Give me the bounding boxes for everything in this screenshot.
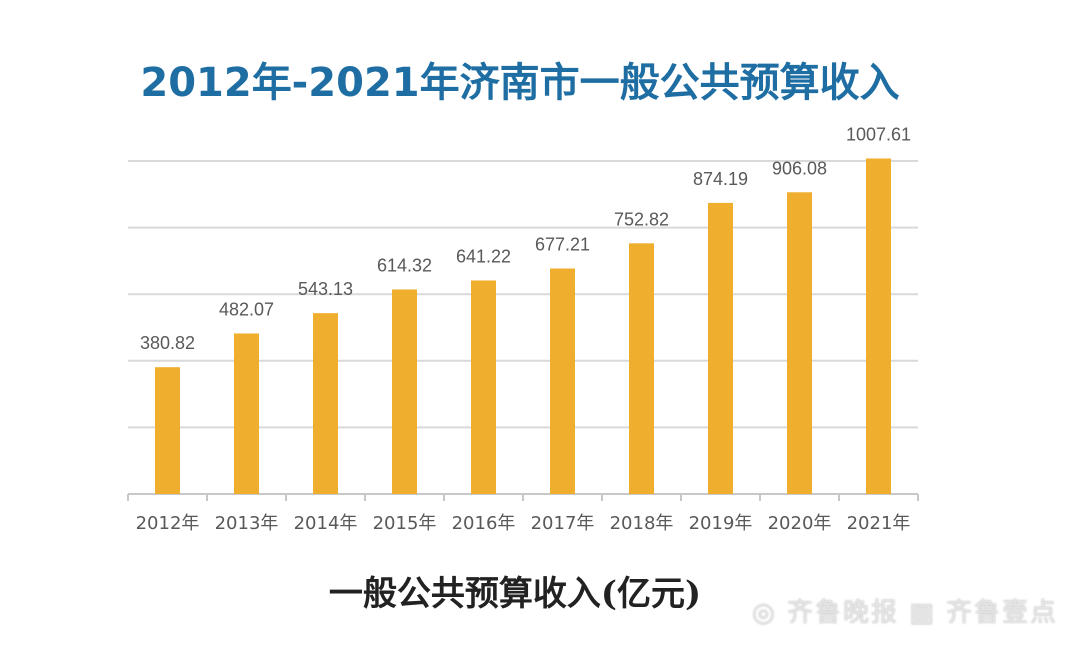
x-tick-label: 2013年 [215,513,279,534]
data-label: 380.82 [140,333,195,353]
bar [708,202,733,495]
x-tick-label: 2019年 [689,513,753,534]
bar [313,313,338,494]
bar [787,192,812,494]
bar [629,243,654,494]
data-label: 482.07 [219,299,274,319]
bar [550,268,575,494]
data-label: 677.21 [535,234,590,254]
bar [392,289,417,494]
bar [471,280,496,494]
data-label: 641.22 [456,246,511,266]
chart-title: 2012年-2021年济南市一般公共预算收入 [140,60,900,106]
x-tick-label: 2017年 [531,513,595,534]
data-label: 752.82 [614,209,669,229]
data-label: 543.13 [298,279,353,299]
x-tick-label: 2014年 [294,513,358,534]
x-tick-label: 2015年 [373,513,437,534]
bar [234,333,259,494]
x-tick-label: 2018年 [610,513,674,534]
data-label: 1007.61 [846,124,911,144]
bar [866,158,891,494]
data-label: 874.19 [693,169,748,189]
x-tick-label: 2016年 [452,513,516,534]
data-label: 614.32 [377,255,432,275]
x-tick-label: 2012年 [136,513,200,534]
watermark-logo: ◎ 齐鲁晚报 ▣ 齐鲁壹点 [752,598,1059,628]
x-tick-label: 2021年 [847,513,911,534]
data-label: 906.08 [772,158,827,178]
chart-subtitle: 一般公共预算收入(亿元) [328,574,702,614]
x-tick-label: 2020年 [768,513,832,534]
bar [155,367,180,494]
